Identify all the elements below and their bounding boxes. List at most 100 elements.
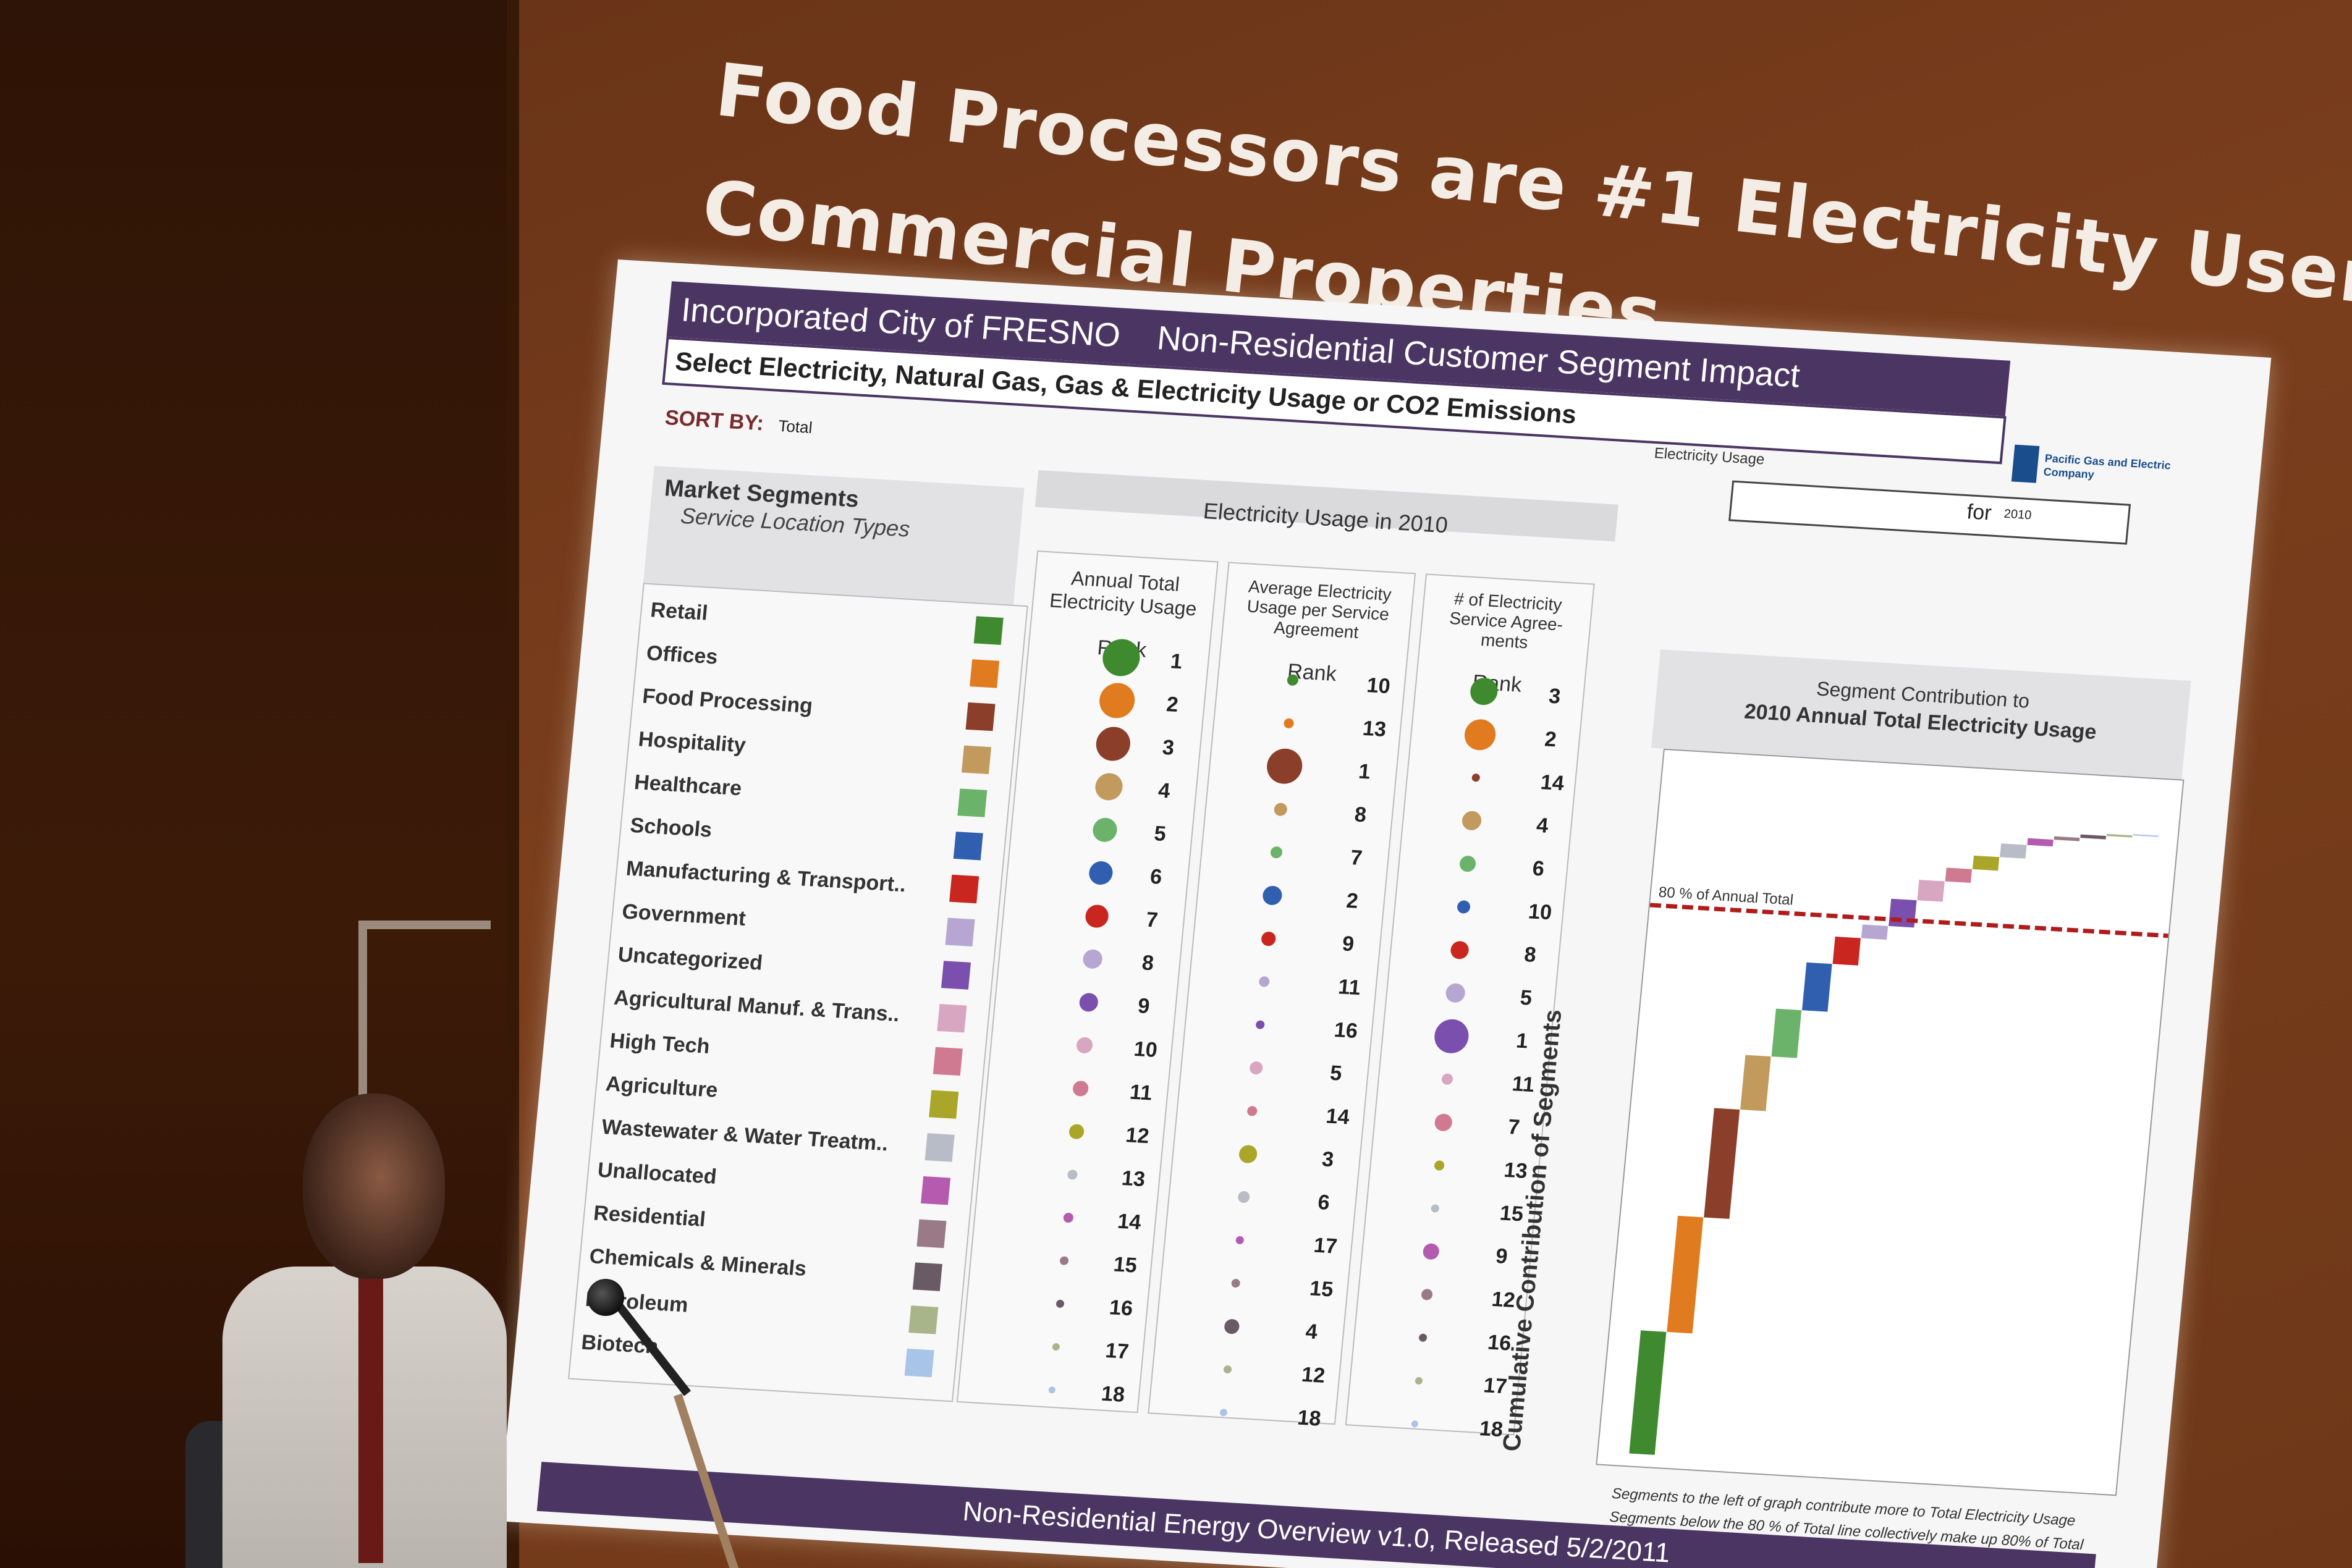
rank-bubble[interactable] (1255, 1020, 1266, 1030)
segment-color-swatch (970, 659, 1000, 688)
segment-name: Unallocated (596, 1158, 718, 1189)
rank-bubble[interactable] (1223, 1365, 1232, 1374)
rank-bubble[interactable] (1261, 931, 1276, 946)
rank-number: 9 (1341, 932, 1355, 956)
rank-bubble[interactable] (1063, 1212, 1074, 1223)
rank-bubble[interactable] (1273, 803, 1288, 817)
rank-bubble[interactable] (1457, 900, 1471, 914)
contribution-bar[interactable] (1832, 937, 1861, 966)
contribution-bar[interactable] (1972, 855, 2000, 871)
segment-color-swatch (941, 961, 971, 990)
segment-name: Healthcare (633, 770, 743, 801)
rank-bubble[interactable] (1078, 992, 1099, 1013)
contribution-bar[interactable] (2106, 833, 2133, 838)
rank-bubble[interactable] (1270, 846, 1284, 859)
rank-bubble[interactable] (1471, 773, 1481, 782)
rank-bubble[interactable] (1461, 810, 1483, 832)
segment-color-swatch (933, 1047, 963, 1076)
presenter-tie (358, 1273, 383, 1563)
contribution-bar[interactable] (1629, 1330, 1667, 1455)
rank-bubble[interactable] (1458, 855, 1477, 873)
rank-number: 9 (1494, 1244, 1509, 1269)
rank-bubble[interactable] (1450, 940, 1470, 959)
rank-bubble[interactable] (1075, 1037, 1094, 1054)
contribution-bar[interactable] (1917, 880, 1945, 902)
rank-bubble[interactable] (1246, 1105, 1258, 1116)
contribution-bar[interactable] (1740, 1055, 1771, 1111)
rank-bubble[interactable] (1082, 948, 1104, 970)
rank-bubble[interactable] (1237, 1191, 1251, 1204)
rank-bubble[interactable] (1431, 1204, 1440, 1213)
rank-bubble[interactable] (1434, 1113, 1453, 1132)
rank-bubble[interactable] (1088, 860, 1114, 886)
rank-number: 4 (1535, 813, 1550, 838)
rank-bubble[interactable] (1072, 1080, 1089, 1097)
segment-color-swatch (912, 1262, 942, 1291)
segment-name: Wastewater & Water Treatm.. (600, 1115, 889, 1156)
contribution-bar[interactable] (2000, 843, 2027, 859)
rank-bubble[interactable] (1067, 1169, 1078, 1180)
contribution-bar[interactable] (1704, 1108, 1740, 1219)
rank-bubble[interactable] (1418, 1333, 1428, 1342)
rank-bubble[interactable] (1098, 681, 1137, 720)
contribution-bar[interactable] (2054, 836, 2080, 841)
rank-number: 7 (1144, 908, 1159, 932)
rank-number: 2 (1345, 888, 1360, 913)
rank-number: 4 (1157, 778, 1172, 803)
rank-bubble[interactable] (1094, 772, 1124, 802)
rank-bubble[interactable] (1463, 718, 1497, 751)
rank-bubble[interactable] (1091, 817, 1119, 843)
rank-bubble[interactable] (1434, 1160, 1445, 1171)
segment-color-swatch (908, 1305, 939, 1334)
rank-number: 7 (1507, 1115, 1521, 1139)
contribution-bar[interactable] (1861, 924, 1889, 940)
contribution-bar[interactable] (2133, 834, 2159, 837)
rank-number: 2 (1165, 692, 1180, 717)
rank-bubble[interactable] (1059, 1256, 1069, 1266)
segment-list: Retail Offices Food Processing Hospitality H… (568, 583, 1028, 1402)
rank-bubble[interactable] (1265, 748, 1305, 785)
contribution-bar[interactable] (1667, 1215, 1704, 1334)
contribution-bar[interactable] (1889, 898, 1917, 928)
rank-bubble[interactable] (1422, 1243, 1440, 1260)
presenter (185, 1087, 531, 1568)
contribution-bar[interactable] (2027, 838, 2054, 847)
contribution-bar[interactable] (2080, 834, 2107, 840)
rank-bubble[interactable] (1052, 1342, 1060, 1351)
rank-bubble[interactable] (1261, 885, 1284, 906)
segment-name: Agriculture (604, 1072, 719, 1102)
rank-bubble[interactable] (1068, 1124, 1085, 1139)
rank-bubble[interactable] (1224, 1318, 1240, 1334)
rank-bubble[interactable] (1432, 1018, 1470, 1055)
rank-number: 11 (1337, 975, 1362, 1000)
sort-by[interactable]: SORT BY: Total (664, 406, 813, 439)
contribution-bar[interactable] (1802, 962, 1832, 1012)
rank-number: 10 (1365, 673, 1392, 699)
rank-number: 4 (1305, 1320, 1319, 1344)
rank-bubble[interactable] (1411, 1420, 1419, 1428)
average-usage-header: Average Electricity Usage per Service Ag… (1246, 576, 1392, 643)
rank-bubble[interactable] (1421, 1288, 1434, 1301)
rank-bubble[interactable] (1287, 674, 1300, 686)
rank-number: 5 (1153, 822, 1167, 846)
rank-bubble[interactable] (1055, 1299, 1065, 1309)
contribution-bar[interactable] (1945, 867, 1973, 883)
rank-bubble[interactable] (1219, 1408, 1228, 1417)
rank-bubble[interactable] (1249, 1061, 1264, 1075)
rank-bubble[interactable] (1283, 718, 1295, 729)
segment-color-swatch (937, 1003, 967, 1033)
rank-bubble[interactable] (1441, 1073, 1454, 1085)
microphone-icon (587, 1279, 624, 1316)
rank-bubble[interactable] (1094, 725, 1132, 762)
rank-number: 9 (1136, 994, 1151, 1019)
rank-bubble[interactable] (1231, 1278, 1241, 1288)
rank-bubble[interactable] (1238, 1144, 1258, 1164)
contribution-bar[interactable] (1771, 1008, 1802, 1058)
rank-bubble[interactable] (1258, 976, 1271, 988)
rank-bubble[interactable] (1235, 1236, 1245, 1245)
rank-bubble[interactable] (1048, 1386, 1056, 1394)
threshold-label: 80 % of Annual Total (1658, 884, 1794, 909)
rank-bubble[interactable] (1415, 1376, 1423, 1385)
rank-bubble[interactable] (1084, 904, 1109, 929)
rank-bubble[interactable] (1445, 982, 1466, 1004)
